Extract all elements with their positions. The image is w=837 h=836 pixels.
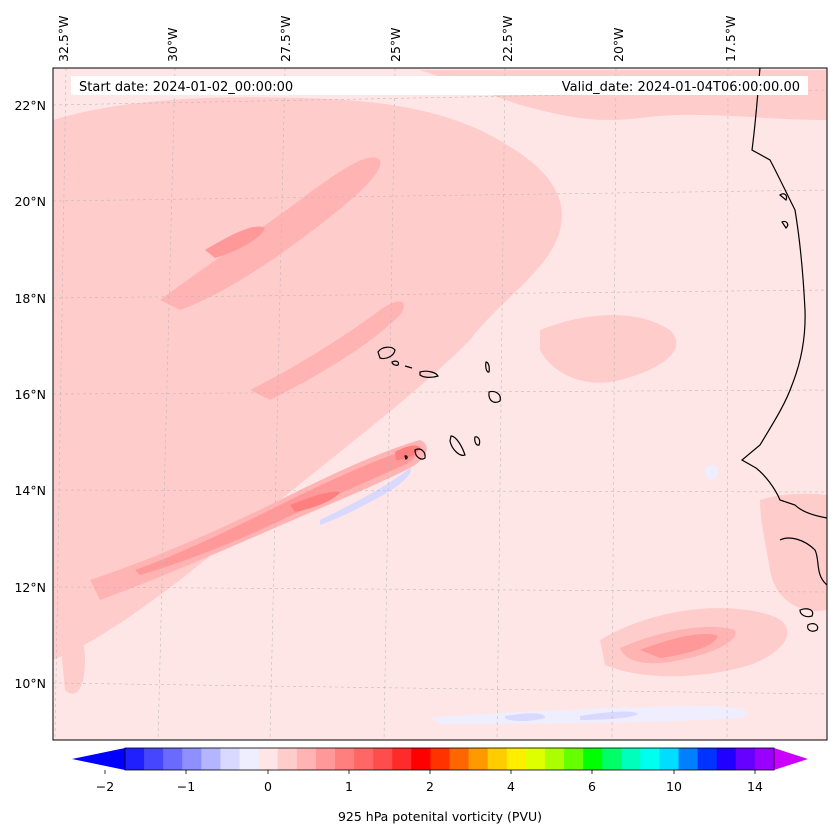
pv-negative	[580, 711, 638, 720]
pv-band	[250, 301, 404, 400]
colorbar-segment	[430, 748, 451, 770]
colorbar-tick-label: 2	[426, 779, 434, 794]
pv-band	[160, 157, 381, 310]
map-frame	[52, 67, 828, 741]
colorbar-segment	[411, 748, 432, 770]
colorbar-segment	[697, 748, 718, 770]
pv-band-peak	[395, 445, 420, 460]
colorbar-segment	[354, 748, 374, 770]
lat-label: 18°N	[14, 291, 46, 306]
coastline	[740, 68, 827, 632]
colorbar-segment	[640, 748, 661, 770]
pv-band-peak	[290, 491, 340, 512]
pv-band	[640, 633, 718, 658]
map-panel	[53, 68, 827, 740]
colorbar-segment	[144, 748, 164, 770]
lon-label: 27.5°W	[278, 16, 293, 62]
colorbar-segment	[659, 748, 680, 770]
colorbar-segment	[678, 748, 699, 770]
colorbar-segment	[602, 748, 622, 770]
valid-date-label: Valid_date: 2024-01-04T06:00:00.00	[562, 80, 800, 95]
colorbar-segment	[544, 748, 565, 770]
colorbar-segment	[525, 748, 546, 770]
start-date-label: Start date: 2024-01-02_00:00:00	[79, 80, 293, 95]
colorbar-tick-label: 10	[666, 779, 682, 794]
colorbar-label: 925 hPa potenital vorticity (PVU)	[338, 809, 542, 824]
island-sal	[485, 361, 490, 373]
colorbar-segment	[468, 748, 489, 770]
lon-label: 17.5°W	[723, 16, 738, 62]
lon-label: 20°W	[611, 27, 626, 62]
colorbar-segment	[449, 748, 470, 770]
lat-label: 14°N	[14, 483, 46, 498]
date-header: Start date: 2024-01-02_00:00:00 Valid_da…	[71, 76, 808, 95]
colorbar-segment	[392, 748, 412, 770]
pv-field-light	[760, 493, 827, 611]
pv-band	[205, 226, 265, 258]
colorbar-tick-label: 6	[588, 779, 596, 794]
colorbar-segment	[201, 748, 222, 770]
pv-negative	[705, 465, 719, 480]
colorbar-segment	[754, 748, 775, 770]
colorbar-under-arrow	[72, 748, 125, 770]
colorbar-segment	[487, 748, 508, 770]
colorbar-segment	[258, 748, 279, 770]
pv-field-light	[60, 629, 85, 694]
colorbar-segments	[125, 748, 775, 770]
island-santo-antao	[377, 346, 396, 360]
pv-negative	[320, 468, 411, 525]
colorbar-segment	[583, 748, 603, 770]
pv-band-core	[135, 448, 417, 575]
island-boa-vista	[488, 390, 501, 403]
colorbar-segment	[373, 748, 393, 770]
colorbar-tick-label: −1	[177, 779, 195, 794]
lon-label: 30°W	[165, 27, 180, 62]
colorbar-segment	[220, 748, 241, 770]
latitude-labels: 22°N 20°N 18°N 16°N 14°N 12°N 10°N	[14, 98, 46, 691]
colorbar-segment	[163, 748, 183, 770]
colorbar-segment	[296, 748, 317, 770]
lon-label: 22.5°W	[500, 16, 515, 62]
pv-field-light	[540, 315, 677, 383]
island-santiago	[449, 435, 466, 456]
colorbar-tick-label: 14	[747, 779, 763, 794]
date-header-box	[71, 76, 808, 95]
colorbar: −2 −1 0 1 2 4 6 10 14 925 hPa potenital vorticit…	[72, 747, 808, 824]
colorbar-frame	[124, 747, 775, 771]
longitude-labels: 32.5°W 30°W 27.5°W 25°W 22.5°W 20°W 17.5…	[56, 16, 738, 62]
colorbar-tick-label: −2	[96, 779, 114, 794]
colorbar-segment	[125, 748, 145, 770]
pv-negative	[505, 713, 545, 721]
colorbar-tick-label: 1	[345, 779, 353, 794]
lat-label: 16°N	[14, 387, 46, 402]
colorbar-segment	[182, 748, 202, 770]
colorbar-tick-label: 4	[507, 779, 515, 794]
colorbar-over-arrow	[774, 748, 808, 770]
colorbar-segment	[564, 748, 584, 770]
lat-label: 20°N	[14, 194, 46, 209]
lat-label: 10°N	[14, 676, 46, 691]
graticule	[53, 68, 827, 740]
colorbar-segment	[334, 748, 355, 770]
island-fogo	[414, 448, 426, 460]
lat-label: 12°N	[14, 580, 46, 595]
colorbar-segment	[621, 748, 641, 770]
colorbar-segment	[315, 748, 336, 770]
colorbar-ticks: −2 −1 0 1 2 4 6 10 14	[96, 770, 763, 794]
colorbar-tick-label: 0	[264, 779, 272, 794]
colorbar-segment	[239, 748, 260, 770]
lon-label: 32.5°W	[56, 16, 71, 62]
islands	[377, 346, 501, 460]
colorbar-segment	[735, 748, 756, 770]
colorbar-segment	[277, 748, 298, 770]
lat-label: 22°N	[14, 98, 46, 113]
lon-label: 25°W	[388, 27, 403, 62]
colorbar-segment	[506, 748, 527, 770]
colorbar-segment	[716, 748, 737, 770]
island-maio	[474, 436, 481, 446]
